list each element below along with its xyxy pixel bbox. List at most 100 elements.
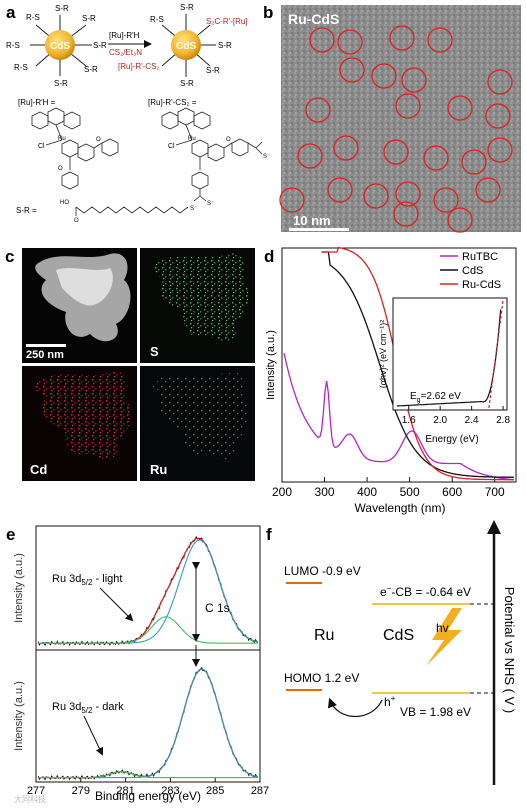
panel-c-letter: c — [5, 247, 14, 266]
xtick-label: 279 — [72, 785, 90, 797]
ligand-label: S-R — [93, 41, 107, 50]
xtick-label: 700 — [485, 485, 505, 499]
ru-dark-arrow — [83, 715, 104, 756]
ligand-label: R-S — [14, 63, 28, 72]
haadf-scalebar-label: 250 nm — [26, 349, 64, 361]
nanoparticle-circle — [487, 69, 513, 95]
nanoparticle-circle — [279, 187, 305, 213]
uvvis-plot-frame — [281, 247, 517, 483]
panel-e-letter: e — [6, 525, 15, 544]
legend-label-rutbc: RuTBC — [462, 251, 498, 263]
nanoparticle-circle — [393, 201, 419, 227]
nanoparticle-circle — [327, 177, 353, 203]
xtick-label: 277 — [27, 785, 45, 797]
nanoparticle-circle — [401, 67, 427, 93]
series-line-ru-cds — [321, 246, 514, 481]
xps-dark-raw — [37, 666, 259, 781]
tem-scalebar — [289, 228, 349, 231]
ligand-label: R-S — [150, 15, 164, 24]
nanoparticle-circle — [475, 177, 501, 203]
xps-light-ru-component — [38, 616, 258, 644]
panel-f: f Potential vs NHS ( V ) LUMO -0.9 eV HO… — [266, 520, 517, 785]
ligand-modified-label: [Ru]-R'-CS₂ — [118, 62, 160, 71]
xtick-label: 300 — [315, 485, 335, 499]
hv-label: hv — [436, 621, 449, 635]
panel-a-letter: a — [6, 3, 16, 22]
nanoparticle-circle — [487, 137, 513, 163]
eds-map-s-label: S — [150, 344, 159, 359]
thiolate-label: S⁻ — [263, 154, 270, 160]
tem-image — [281, 5, 521, 232]
lumo-label: LUMO -0.9 eV — [284, 564, 361, 578]
vb-label: VB = 1.98 eV — [400, 705, 471, 719]
nanoparticle-circle — [423, 145, 449, 171]
chloride-label: Cl — [168, 143, 175, 150]
panel-d-letter: d — [264, 247, 274, 266]
potential-axis-arrowhead — [487, 520, 501, 534]
alkyl-chain — [75, 206, 189, 214]
nanoparticle-circle — [305, 97, 331, 123]
nanoparticle-circle — [395, 93, 421, 119]
xps-dark-c1s-component — [38, 668, 258, 779]
panel-b-letter: b — [263, 3, 273, 22]
nanoparticle-circle — [485, 103, 511, 129]
xps-plot-frame — [35, 525, 261, 783]
homo-label: HOMO 1.2 eV — [284, 671, 359, 685]
ligand-label: S-R — [55, 4, 69, 13]
series-line-cds — [321, 251, 514, 478]
uvvis-xlabel: Wavelength (nm) — [355, 501, 446, 515]
tauc-xlabel: Energy (eV) — [425, 434, 478, 445]
panel-f-letter: f — [266, 525, 272, 544]
panel-a: a CdS S-R R-S S-R R-S S-R R-S S-R S-R — [6, 3, 270, 224]
nanoparticle-circle — [383, 139, 409, 165]
ligand-label: R-S — [26, 13, 40, 22]
tem-scalebar-label: 10 nm — [293, 213, 331, 228]
panel-e: e Intensity (a.u.) Intensity (a.u.) Bind… — [6, 525, 269, 804]
cds-label: CdS — [383, 627, 414, 644]
c1s-label: C 1s — [205, 601, 230, 615]
ru-dark-label: Ru 3d5/2 - dark — [52, 701, 124, 715]
eds-map-cd-label: Cd — [30, 462, 47, 477]
xtick-label: 400 — [357, 485, 377, 499]
xtick-label: 500 — [400, 485, 420, 499]
xps-ylabel-bottom: Intensity (a.u.) — [13, 681, 25, 751]
inset-xtick-label: 1.6 — [402, 415, 416, 426]
nanoparticle-circle — [427, 27, 453, 53]
reaction-reagent-1: [Ru]-R'H — [109, 31, 140, 40]
xtick-label: 285 — [206, 785, 224, 797]
tauc-fit-line — [488, 299, 504, 409]
ligand-label: S-R — [218, 41, 232, 50]
nanoparticle-circle — [395, 181, 421, 207]
ligand-label: S-R — [82, 14, 96, 23]
ligand-label: S-R — [54, 79, 68, 88]
ligand-label: S-R — [180, 3, 194, 12]
tauc-ylabel: (αhv)² (eV cm⁻¹)² — [378, 320, 388, 388]
nanoparticle-circle — [389, 25, 415, 51]
panel-d: d Intensity (a.u.) Wavelength (nm) 200 30… — [264, 246, 517, 515]
ligand-label: S-R — [180, 79, 194, 88]
series-line-rutbc — [283, 353, 514, 481]
xps-xlabel: Binding energy (eV) — [95, 789, 201, 803]
tauc-curve — [396, 309, 502, 407]
oxygen-label: O — [226, 137, 231, 143]
reaction-arrow: [Ru]-R'H CS₂/Et₃N — [108, 31, 152, 57]
ru-complex-structure-right — [161, 107, 263, 202]
cds-core-label-right: CdS — [176, 41, 196, 52]
lightning-bolt-icon — [426, 608, 462, 666]
haadf-scalebar — [26, 344, 66, 347]
ligand-definition: S-R = — [16, 206, 37, 215]
reaction-reagent-2: CS₂/Et₃N — [109, 48, 142, 57]
xtick-label: 283 — [161, 785, 179, 797]
cds-core-left — [45, 30, 75, 60]
nanoparticle-circle — [297, 143, 323, 169]
ligand-modified-label: S₂C-R'-[Ru] — [206, 17, 248, 26]
nanoparticle-circles — [279, 25, 513, 233]
ru-complex-definition: [Ru]-R'H = — [18, 98, 56, 107]
chloride-label: Cl — [38, 143, 45, 150]
nanoparticle-circle — [371, 63, 397, 89]
thiolate-label: S⁻ — [190, 206, 197, 212]
xps-light-raw — [37, 535, 259, 647]
tauc-xticks: 1.6 2.0 2.4 2.8 — [402, 406, 510, 426]
bandgap-label: Eg=2.62 eV — [410, 391, 461, 404]
oxygen-label: O — [58, 166, 63, 172]
